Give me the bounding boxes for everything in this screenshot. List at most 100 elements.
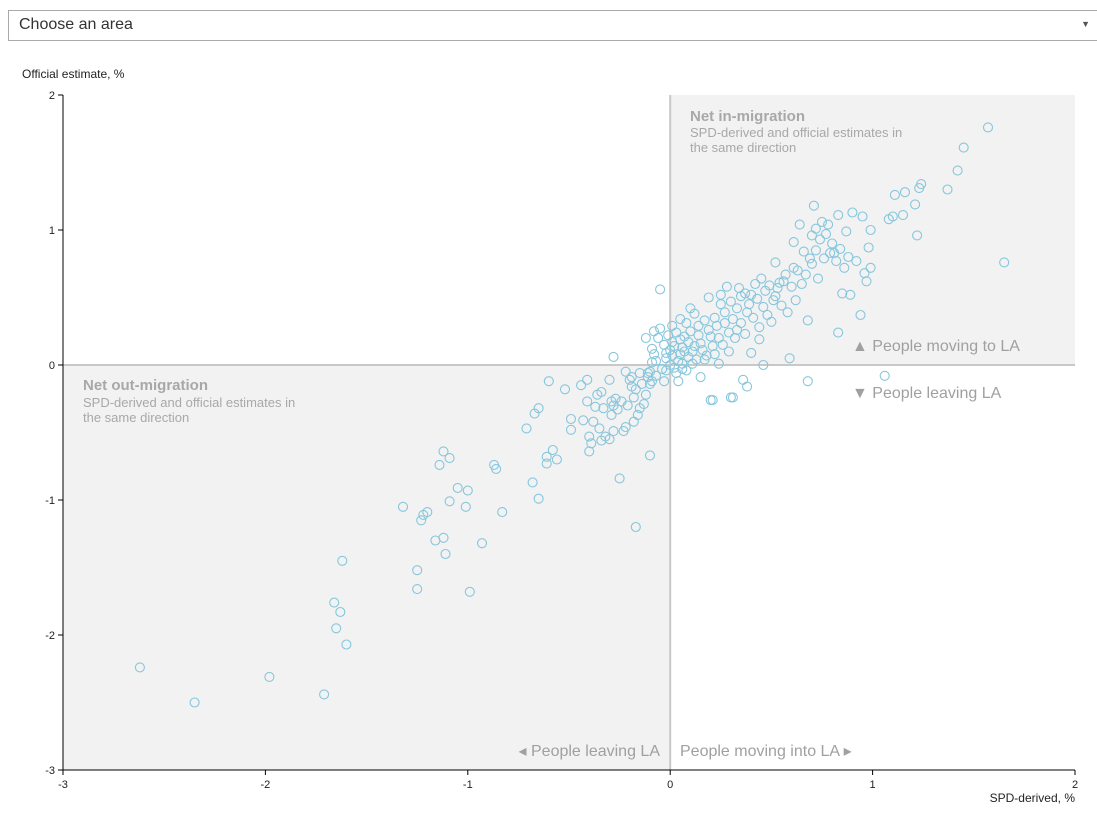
- scatter-point: [189, 697, 200, 708]
- scatter-point: [912, 230, 923, 241]
- area-select[interactable]: Choose an area ▼: [8, 10, 1097, 41]
- y-tick-label: -3: [45, 765, 55, 777]
- scatter-point: [644, 450, 656, 461]
- scatter-point: [681, 318, 692, 329]
- scatter-point: [721, 281, 732, 292]
- scatter-point: [810, 245, 821, 256]
- scatter-point: [610, 393, 621, 404]
- scatter-point: [786, 281, 797, 292]
- scatter-point: [673, 376, 684, 387]
- scatter-point: [833, 327, 844, 338]
- scatter-point: [533, 493, 544, 504]
- scatter-point: [889, 189, 900, 200]
- scatter-point: [527, 477, 538, 488]
- scatter-point: [264, 671, 275, 682]
- scatter-point: [541, 458, 552, 469]
- scatter-point: [412, 565, 423, 576]
- scatter-point: [738, 374, 749, 385]
- scatter-point: [748, 312, 759, 323]
- scatter-point: [636, 378, 647, 389]
- scatter-point: [823, 219, 834, 230]
- scatter-point: [620, 422, 631, 433]
- scatter-point: [630, 521, 641, 533]
- scatter-point: [689, 341, 700, 352]
- scatter-point: [790, 295, 801, 306]
- scatter-point: [695, 372, 706, 383]
- scatter-point: [723, 346, 734, 357]
- scatter-point: [887, 211, 898, 222]
- x-tick-label: -1: [463, 779, 473, 791]
- scatter-point: [565, 424, 577, 435]
- scatter-point: [816, 216, 828, 227]
- net-out-migration-line2: the same direction: [83, 410, 189, 425]
- scatter-point: [640, 332, 651, 344]
- scatter-point: [543, 376, 554, 387]
- scatter-point: [839, 262, 850, 273]
- scatter-point: [695, 338, 706, 349]
- scatter-point: [438, 446, 449, 457]
- scatter-point: [397, 501, 409, 512]
- scatter-point: [982, 122, 994, 133]
- scatter-point: [810, 223, 821, 234]
- scatter-point: [491, 463, 502, 474]
- scatter-point: [582, 374, 593, 385]
- net-in-migration-title: Net in-migration: [690, 108, 805, 125]
- scatter-point: [434, 459, 445, 470]
- scatter-point: [754, 334, 765, 345]
- scatter-point: [331, 623, 342, 634]
- scatter-point: [794, 219, 805, 230]
- scatter-point: [533, 403, 544, 414]
- scatter-point: [707, 395, 718, 406]
- scatter-point: [742, 381, 753, 392]
- scatter-point: [916, 179, 927, 190]
- scatter-point: [646, 357, 658, 368]
- scatter-point: [719, 307, 730, 318]
- scatter-point: [899, 187, 911, 198]
- scatter-point: [677, 363, 688, 375]
- scatter-point: [438, 532, 449, 543]
- scatter-point: [653, 332, 664, 344]
- scatter-point: [758, 301, 769, 312]
- scatter-point: [746, 347, 757, 358]
- scatter-point: [727, 314, 738, 325]
- y-axis-title: Official estimate, %: [22, 67, 125, 81]
- scatter-point: [825, 247, 836, 259]
- scatter-point: [814, 234, 826, 245]
- scatter-point: [319, 689, 330, 700]
- net-out-migration-title: Net out-migration: [83, 377, 208, 394]
- scatter-point: [335, 606, 346, 618]
- scatter-point: [604, 374, 615, 385]
- scatter-point: [632, 409, 643, 420]
- scatter-point: [337, 555, 348, 566]
- scatter-point: [831, 256, 842, 267]
- scatter-point: [559, 384, 571, 395]
- scatter-point: [800, 269, 811, 280]
- scatter-point: [774, 277, 785, 288]
- scatter-point: [703, 292, 714, 303]
- scatter-point: [812, 273, 824, 284]
- scatter-point: [796, 278, 807, 290]
- scatter-point: [727, 392, 738, 403]
- scatter-point: [863, 242, 874, 253]
- scatter-point: [750, 278, 761, 290]
- scatter-point: [804, 253, 815, 264]
- scatter-point: [784, 353, 795, 364]
- scatter-point: [782, 307, 793, 318]
- scatter-point: [606, 409, 617, 420]
- scatter-point: [521, 423, 532, 434]
- scatter-point: [808, 200, 819, 211]
- scatter-point: [614, 473, 625, 484]
- scatter-point: [837, 288, 848, 299]
- scatter-point: [703, 324, 714, 335]
- x-tick-label: -3: [58, 779, 68, 791]
- scatter-point: [756, 273, 767, 284]
- y-tick-label: -2: [45, 630, 55, 642]
- scatter-point: [634, 368, 645, 379]
- scatter-point: [699, 315, 710, 326]
- scatter-point: [861, 276, 872, 287]
- scatter-point: [596, 386, 607, 398]
- scatter-point: [733, 283, 745, 294]
- scatter-point: [590, 401, 601, 412]
- scatter-point: [638, 399, 649, 410]
- scatter-point: [942, 184, 953, 195]
